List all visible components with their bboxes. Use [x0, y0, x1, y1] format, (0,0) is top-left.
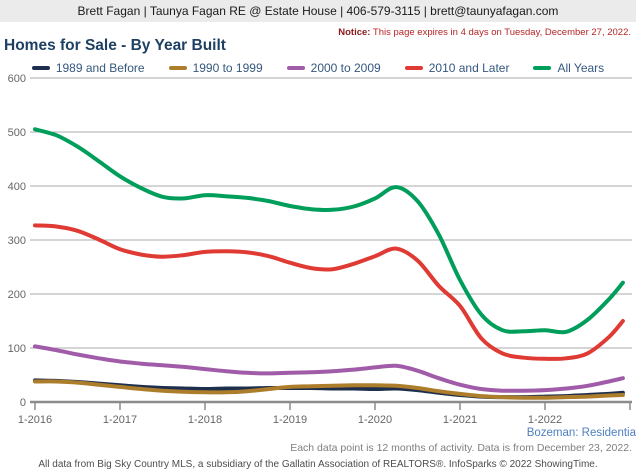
legend-swatch-icon	[31, 65, 50, 71]
header-bar: Brett Fagan | Taunya Fagan RE @ Estate H…	[0, 0, 636, 22]
data-note: Each data point is 12 months of activity…	[290, 442, 632, 454]
chart-legend: 1989 and Before 1990 to 1999 2000 to 2009 2…	[0, 60, 636, 76]
series-line-2000-to-2009	[33, 344, 625, 393]
page-title: Homes for Sale - By Year Built	[4, 37, 226, 54]
legend-item-2000-to-2009[interactable]: 2000 to 2009	[286, 61, 381, 75]
y-tick-label-400: 400	[8, 181, 26, 193]
notice-text: This page expires in 4 days on Tuesday, …	[370, 27, 631, 38]
legend-label: All Years	[557, 61, 605, 75]
notice-label: Notice:	[338, 27, 371, 38]
legend-swatch-icon	[404, 65, 423, 71]
x-tick-label-4: 1-2020	[358, 414, 392, 426]
legend-item-1989-and-before[interactable]: 1989 and Before	[31, 61, 145, 75]
legend-swatch-icon	[286, 65, 305, 71]
chart-svg: 0 100 200 300 400 500 600 1-2016 1-2017 1-2018 1-2…	[8, 73, 632, 426]
x-tick-label-3: 1-2019	[273, 414, 307, 426]
x-tick-label-5: 1-2021	[443, 414, 477, 426]
legend-label: 1990 to 1999	[192, 61, 263, 75]
attribution-text: All data from Big Sky Country MLS, a sub…	[38, 459, 598, 470]
expiration-notice: Notice: This page expires in 4 days on T…	[338, 27, 631, 38]
legend-label: 2010 and Later	[428, 61, 510, 75]
series-line-2010-and-later	[33, 223, 625, 361]
y-tick-label-100: 100	[8, 343, 26, 355]
x-tick-label-2: 1-2018	[188, 414, 222, 426]
x-tick-label-1: 1-2017	[103, 414, 137, 426]
x-tick-label-0: 1-2016	[18, 414, 52, 426]
legend-label: 1989 and Before	[55, 61, 145, 75]
legend-item-all-years[interactable]: All Years	[533, 61, 604, 75]
series-line-all-years	[33, 127, 625, 335]
y-tick-label-0: 0	[20, 397, 26, 409]
legend-swatch-icon	[533, 65, 552, 71]
legend-swatch-icon	[168, 65, 187, 71]
series-line-1990-to-1999	[33, 379, 625, 400]
x-tick-label-6: 1-2022	[528, 414, 562, 426]
market-label: Bozeman: Residentia	[526, 427, 636, 439]
legend-item-1990-to-1999[interactable]: 1990 to 1999	[168, 61, 263, 75]
legend-item-2010-and-later[interactable]: 2010 and Later	[404, 61, 510, 75]
agent-info: Brett Fagan | Taunya Fagan RE @ Estate H…	[77, 4, 559, 18]
y-tick-label-300: 300	[8, 235, 26, 247]
legend-label: 2000 to 2009	[310, 61, 381, 75]
y-tick-label-500: 500	[8, 127, 26, 139]
y-tick-label-200: 200	[8, 289, 26, 301]
y-tick-label-600: 600	[8, 73, 26, 85]
